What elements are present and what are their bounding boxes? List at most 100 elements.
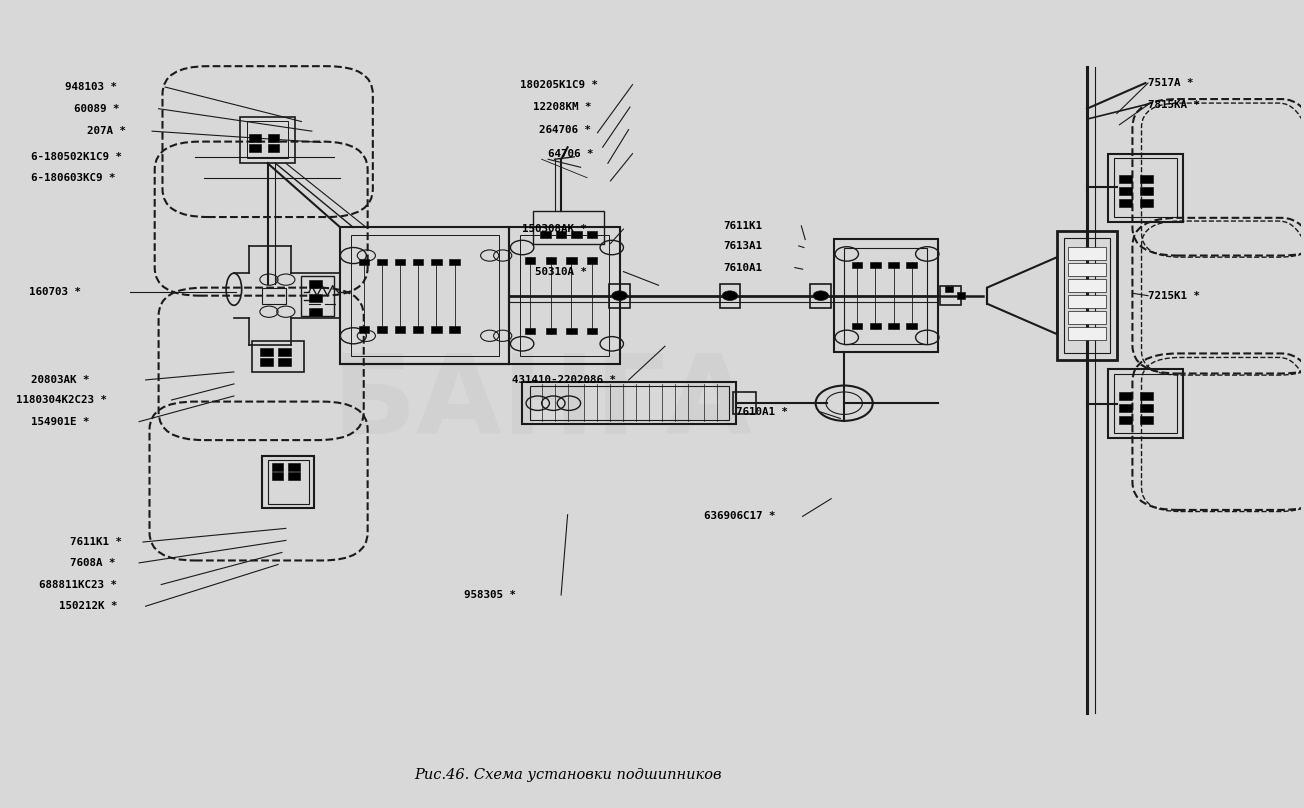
Bar [1140, 175, 1153, 183]
Bar [1119, 175, 1132, 183]
Bar [1068, 263, 1107, 276]
Text: 64706 *: 64706 * [548, 149, 593, 158]
Text: БАНГА: БАНГА [331, 351, 752, 457]
Bar [249, 144, 261, 152]
Text: 7613А1: 7613А1 [724, 241, 763, 251]
Circle shape [612, 291, 627, 301]
Text: 7611К1: 7611К1 [724, 221, 763, 231]
Text: 7608А *: 7608А * [70, 558, 116, 568]
Text: 636906С17 *: 636906С17 * [704, 511, 776, 521]
Bar [413, 326, 424, 333]
Bar [587, 257, 597, 263]
Bar [540, 231, 550, 238]
Bar [522, 382, 737, 424]
Bar [509, 228, 619, 364]
Bar [1108, 154, 1183, 222]
Bar [271, 472, 283, 480]
Bar [301, 276, 334, 316]
Text: 7215К1 *: 7215К1 * [1148, 291, 1200, 301]
Bar [1140, 404, 1153, 412]
Bar [566, 328, 576, 335]
Bar [309, 280, 322, 288]
Text: 7610А1: 7610А1 [724, 263, 763, 272]
Bar [262, 457, 314, 508]
Bar [1140, 392, 1153, 400]
Bar [945, 286, 953, 292]
Bar [262, 288, 286, 304]
Text: 1180304К2С23 *: 1180304К2С23 * [16, 395, 107, 405]
Bar [1114, 158, 1176, 217]
Bar [271, 462, 283, 470]
Bar [267, 134, 279, 142]
Circle shape [812, 291, 828, 301]
Bar [1119, 187, 1132, 196]
Bar [1068, 295, 1107, 308]
Text: 431410-2202086 *: 431410-2202086 * [511, 375, 615, 385]
Bar [450, 326, 460, 333]
Text: Рис.46. Схема установки подшипников: Рис.46. Схема установки подшипников [413, 768, 721, 781]
Bar [309, 294, 322, 302]
Bar [1114, 374, 1176, 433]
Bar [432, 326, 442, 333]
Bar [545, 257, 556, 263]
Bar [267, 144, 279, 152]
Bar [377, 259, 387, 265]
Text: 958305 *: 958305 * [464, 590, 515, 600]
Bar [906, 323, 917, 330]
Text: 160703 *: 160703 * [29, 287, 81, 297]
Bar [524, 257, 535, 263]
Text: 688811КС23 *: 688811КС23 * [39, 579, 117, 590]
Text: 7517А *: 7517А * [1148, 78, 1193, 88]
Bar [888, 262, 898, 268]
Bar [1108, 369, 1183, 438]
Bar [888, 323, 898, 330]
Bar [240, 116, 295, 163]
Bar [519, 235, 609, 356]
Bar [267, 461, 309, 504]
Bar [288, 462, 300, 470]
Bar [246, 120, 288, 158]
Bar [587, 328, 597, 335]
Bar [450, 259, 460, 265]
Bar [1064, 238, 1110, 353]
Text: 948103 *: 948103 * [65, 82, 117, 92]
Bar [1058, 231, 1116, 360]
Bar [940, 286, 961, 305]
Bar [1068, 279, 1107, 292]
Bar [720, 284, 741, 308]
Bar [359, 259, 369, 265]
Bar [359, 326, 369, 333]
Bar [1119, 404, 1132, 412]
Bar [309, 308, 322, 316]
Bar [870, 262, 880, 268]
Text: 7611К1 *: 7611К1 * [70, 537, 123, 547]
Bar [1140, 187, 1153, 196]
Text: 150212К *: 150212К * [59, 601, 117, 611]
Bar [870, 323, 880, 330]
Text: 264706 *: 264706 * [539, 124, 591, 135]
Bar [524, 328, 535, 335]
Text: 6-180603КС9 *: 6-180603КС9 * [31, 173, 116, 183]
Bar [1119, 200, 1132, 208]
Bar [259, 358, 273, 366]
Bar [852, 323, 862, 330]
Circle shape [722, 291, 738, 301]
Text: 150308АК *: 150308АК * [522, 224, 587, 234]
Bar [351, 235, 499, 356]
Text: 12208КМ *: 12208КМ * [532, 102, 591, 112]
Text: 20803АК *: 20803АК * [31, 375, 90, 385]
Text: 154901Е *: 154901Е * [31, 417, 90, 427]
Bar [556, 231, 566, 238]
Bar [278, 358, 291, 366]
Bar [249, 134, 261, 142]
Text: 7610А1 *: 7610А1 * [737, 407, 789, 417]
Bar [1140, 416, 1153, 424]
Bar [810, 284, 831, 308]
Bar [288, 472, 300, 480]
Bar [566, 257, 576, 263]
Bar [733, 392, 756, 415]
Bar [1140, 200, 1153, 208]
Bar [609, 284, 630, 308]
Bar [545, 328, 556, 335]
Bar [571, 231, 582, 238]
